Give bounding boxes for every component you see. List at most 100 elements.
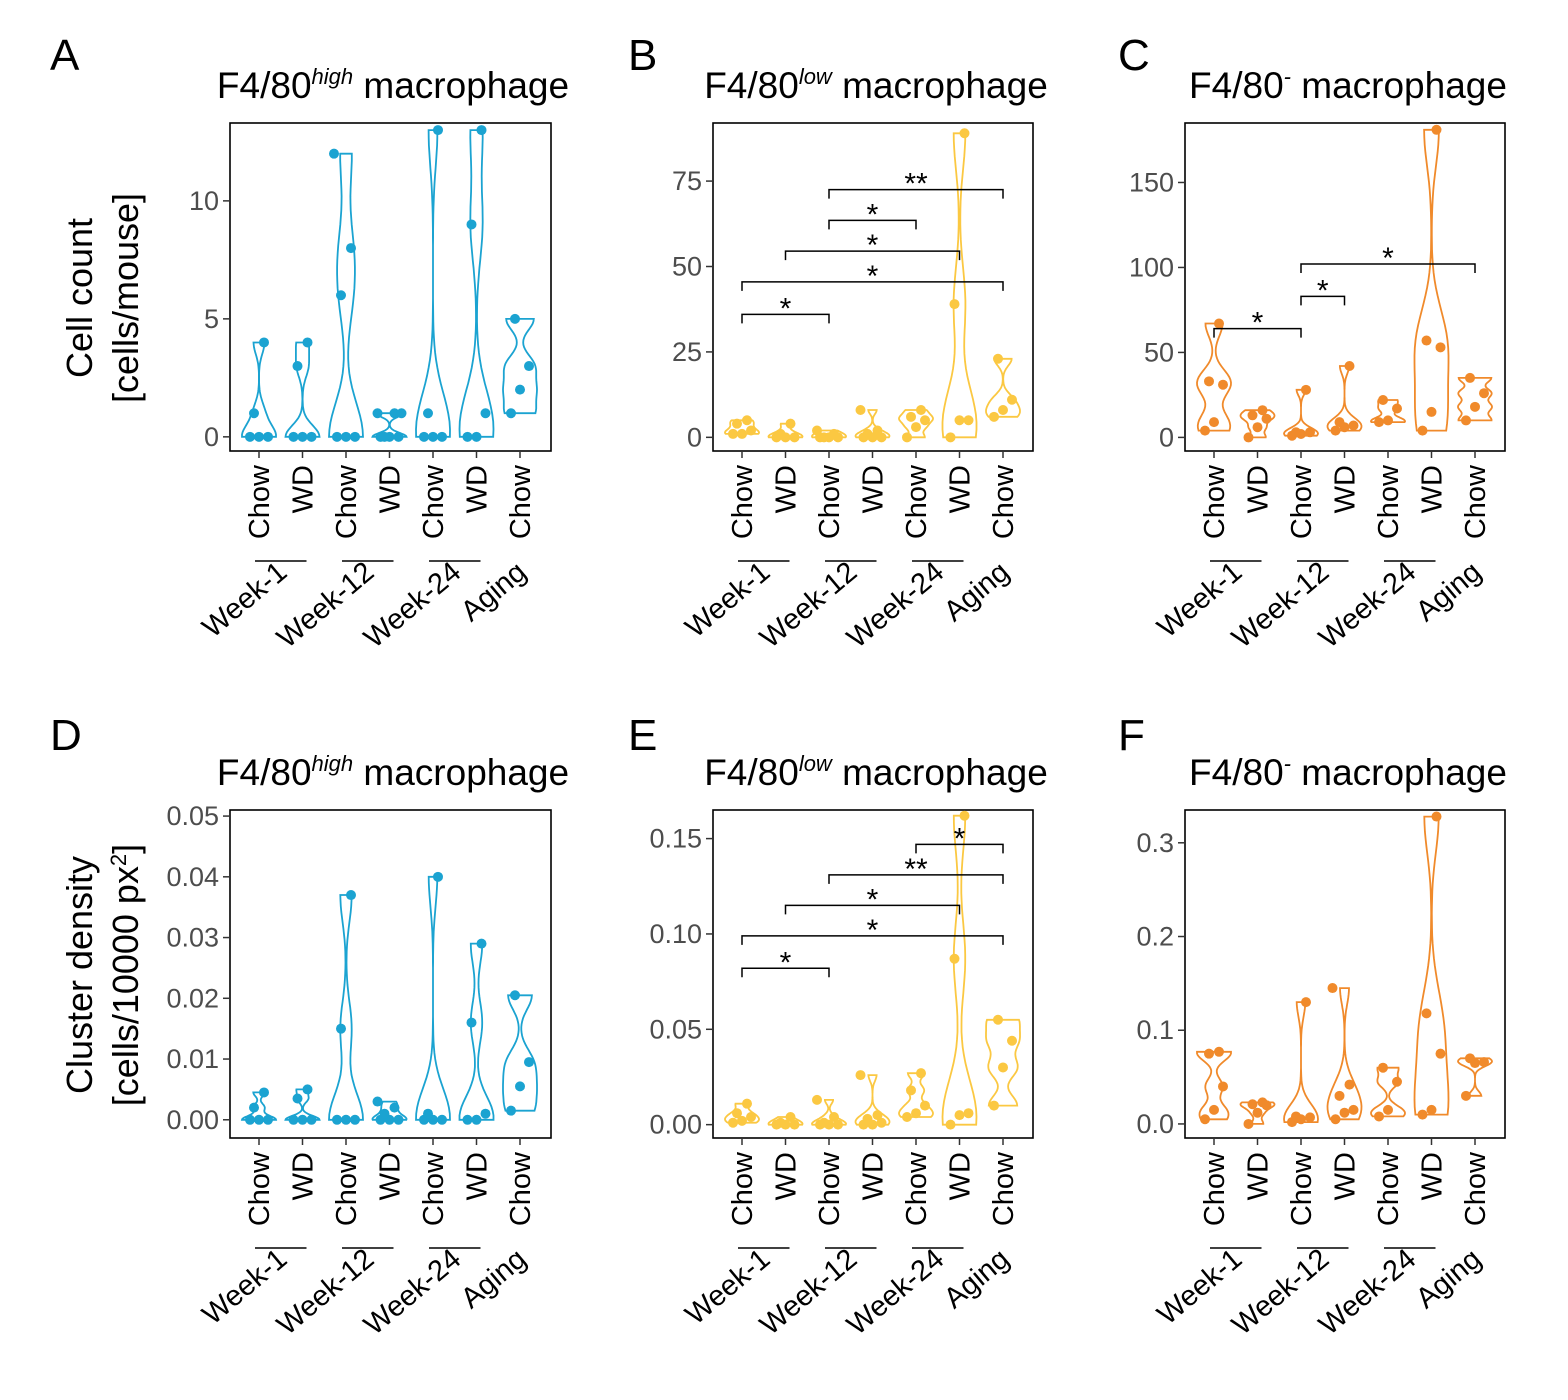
x-category-label: WD	[1330, 1152, 1362, 1200]
data-point	[263, 1114, 273, 1125]
significance-label: *	[1252, 307, 1264, 340]
violin-chow	[415, 875, 451, 1121]
data-point	[1247, 410, 1258, 421]
violin-chow	[415, 129, 451, 438]
x-group-label: Week-12	[271, 1243, 380, 1342]
data-point	[433, 125, 443, 136]
significance-bracket	[828, 219, 917, 230]
x-category-label: Chow	[331, 464, 363, 539]
data-point	[515, 1081, 525, 1092]
data-point	[462, 1114, 473, 1125]
y-tick-label: 0.04	[166, 862, 219, 892]
data-point	[471, 1114, 482, 1125]
data-point	[462, 431, 473, 442]
x-group-label: Aging	[455, 556, 532, 628]
data-point	[336, 1023, 346, 1034]
data-point	[428, 431, 438, 442]
x-category-label: Chow	[1373, 464, 1405, 539]
data-point	[1301, 384, 1311, 395]
y-tick-label: 0	[1159, 422, 1174, 452]
data-point	[833, 1119, 843, 1130]
significance-bracket	[915, 843, 1004, 854]
violin-chow	[502, 994, 538, 1112]
significance-label: *	[1382, 242, 1394, 275]
data-point	[466, 219, 477, 230]
data-point	[1344, 1079, 1355, 1090]
y-tick-label: 0.15	[649, 824, 702, 854]
y-tick-label: 0.00	[166, 1105, 219, 1135]
data-point	[396, 408, 407, 419]
data-point	[379, 431, 390, 442]
violin-wd	[1326, 365, 1363, 432]
x-category-label: Chow	[1460, 1151, 1492, 1226]
violin-chow	[985, 1018, 1021, 1107]
x-group-label: Week-12	[754, 556, 863, 655]
data-point	[254, 1114, 264, 1125]
x-category-label: Chow	[418, 464, 450, 539]
data-point	[1378, 395, 1388, 406]
y-tick-label: 50	[672, 252, 702, 282]
data-point	[1257, 405, 1268, 416]
x-category-label: Chow	[505, 464, 537, 539]
data-point	[920, 415, 930, 426]
data-point	[789, 1119, 800, 1130]
data-point	[1257, 1097, 1268, 1108]
title-prefix: F4/80	[704, 65, 799, 106]
data-point	[746, 425, 756, 436]
y-tick-label: 0.1	[1136, 1015, 1174, 1045]
violin-chow	[1370, 1066, 1406, 1118]
y-title-line1: Cell count	[59, 218, 100, 378]
x-category-label: Chow	[727, 1151, 759, 1226]
significance-label: *	[867, 883, 879, 916]
data-point	[728, 1117, 738, 1128]
violin-chow	[1196, 322, 1232, 432]
data-point	[1435, 342, 1446, 353]
data-point	[1334, 417, 1345, 428]
data-point	[1200, 1114, 1210, 1125]
x-category-label: WD	[288, 1152, 320, 1200]
data-point	[1470, 401, 1480, 412]
data-point	[829, 1112, 839, 1123]
data-point	[1374, 417, 1384, 428]
data-point	[1204, 1048, 1214, 1059]
data-point	[998, 1062, 1008, 1073]
x-group-label: Week-12	[271, 556, 380, 655]
y-tick-label: 10	[189, 186, 219, 216]
violin-chow	[1283, 388, 1319, 437]
y-tick-label: 0.02	[166, 983, 219, 1013]
data-point	[1200, 425, 1210, 436]
data-point	[480, 408, 491, 419]
x-category-label: Chow	[505, 1151, 537, 1226]
data-point	[423, 408, 433, 419]
data-point	[1461, 1090, 1471, 1101]
data-point	[1334, 1090, 1345, 1101]
data-point	[1305, 1112, 1315, 1123]
x-category-label: WD	[1243, 465, 1275, 513]
significance-bracket	[1300, 263, 1476, 274]
data-point	[785, 1112, 796, 1123]
title-superscript: low	[799, 751, 834, 776]
data-point	[1291, 1111, 1301, 1122]
title-superscript: high	[312, 751, 354, 776]
data-point	[393, 1114, 404, 1125]
data-point	[302, 337, 313, 348]
panel-E: E F4/80low macrophage 0.00 0.05 0.10 0.15 Chow…	[628, 711, 1048, 1342]
violin-chow	[1283, 1001, 1319, 1123]
violin-chow	[898, 409, 934, 439]
data-point	[812, 1094, 822, 1105]
significance-label: **	[904, 853, 928, 886]
data-point	[872, 1110, 883, 1121]
data-point	[1252, 422, 1263, 433]
violin-chow	[502, 318, 538, 415]
data-point	[389, 1102, 400, 1113]
data-point	[1348, 420, 1359, 431]
data-point	[819, 432, 829, 443]
data-point	[1348, 1104, 1359, 1115]
data-point	[506, 1105, 516, 1116]
x-group-label: Week-12	[754, 1243, 863, 1342]
x-category-label: Chow	[418, 1151, 450, 1226]
y-title-line2-prefix: [cells/10000 px	[105, 866, 146, 1106]
data-point	[254, 431, 264, 442]
data-point	[332, 1114, 342, 1125]
